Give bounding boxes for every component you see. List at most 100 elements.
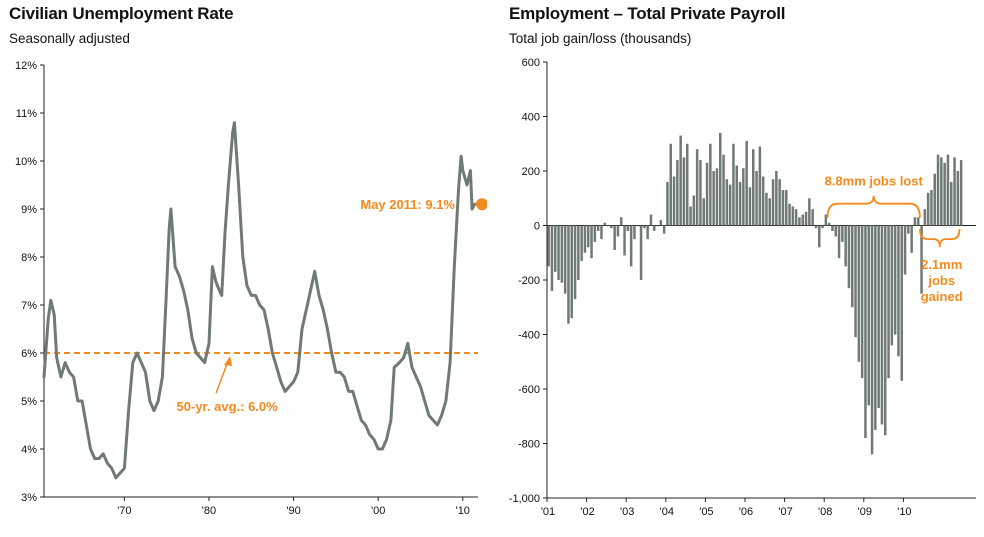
- payroll-bar: [722, 154, 725, 226]
- payroll-bar: [583, 225, 587, 253]
- y-tick-label: 0: [534, 221, 540, 233]
- payroll-bar: [781, 190, 785, 226]
- payroll-bar: [573, 225, 577, 300]
- payroll-bar: [669, 143, 672, 226]
- payroll-bar: [732, 143, 735, 226]
- payroll-bar: [649, 214, 653, 226]
- payroll-bar: [785, 190, 788, 226]
- x-tick-label: '07: [778, 506, 792, 518]
- payroll-bar: [831, 225, 834, 231]
- payroll-bar: [715, 168, 719, 226]
- payroll-bar: [735, 165, 738, 226]
- payroll-bar: [818, 225, 821, 248]
- jobs-gained-bracket: [919, 229, 961, 248]
- payroll-bar: [623, 225, 626, 256]
- payroll-bar: [567, 225, 570, 324]
- y-tick-label: 3%: [21, 492, 37, 504]
- y-tick-label: -800: [518, 439, 540, 451]
- payroll-bar: [834, 225, 837, 237]
- payroll-bar: [923, 209, 927, 226]
- payroll-bar: [699, 160, 702, 226]
- chart-title: Civilian Unemployment Rate: [9, 4, 234, 23]
- payroll-bar: [804, 211, 808, 226]
- payroll-bar: [897, 225, 900, 357]
- payroll-bar: [956, 171, 960, 226]
- chart-subtitle: Total job gain/loss (thousands): [509, 31, 692, 46]
- payroll-bar: [824, 214, 828, 226]
- payroll-bar: [695, 149, 699, 226]
- payroll-bar: [926, 192, 930, 226]
- payroll-bar: [689, 206, 692, 226]
- panel-divider: [487, 0, 497, 537]
- payroll-bar: [600, 225, 603, 240]
- payroll-bar: [880, 225, 884, 425]
- payroll-bar: [755, 171, 758, 226]
- payroll-bar: [626, 225, 630, 231]
- payroll-bar: [946, 154, 950, 226]
- payroll-bar: [620, 217, 623, 226]
- payroll-bar: [844, 225, 847, 267]
- payroll-bar: [788, 203, 791, 226]
- payroll-bar: [798, 217, 801, 226]
- y-tick-label: 7%: [21, 300, 37, 312]
- payroll-bar: [917, 217, 920, 226]
- payroll-bar: [666, 181, 669, 226]
- y-tick-label: 600: [522, 57, 540, 69]
- payroll-bar: [752, 149, 755, 226]
- payroll-bar: [758, 146, 762, 226]
- x-tick-label: '06: [739, 506, 753, 518]
- payroll-bar: [953, 157, 956, 226]
- jobs-gained-label: jobs: [927, 273, 955, 288]
- y-tick-label: 200: [522, 166, 540, 178]
- payroll-bar: [903, 225, 907, 275]
- payroll-bar: [768, 198, 771, 226]
- chart-subtitle: Seasonally adjusted: [9, 31, 130, 46]
- payroll-bar: [705, 162, 709, 226]
- payroll-bar-chart: 600 400 200 0 -200 -400 -600 -800 -1,000'01 '02 '0…: [509, 57, 976, 518]
- payroll-bar: [653, 225, 656, 231]
- x-tick-label: '10: [456, 505, 470, 517]
- payroll-bar: [596, 225, 600, 231]
- payroll-bar: [851, 225, 854, 308]
- payroll-bar: [907, 225, 910, 234]
- payroll-bar: [794, 209, 798, 226]
- payroll-bar: [775, 171, 778, 226]
- payroll-bar: [613, 225, 616, 251]
- y-tick-label: 400: [522, 112, 540, 124]
- latest-value-label: May 2011: 9.1%: [360, 197, 455, 212]
- payroll-bar: [860, 225, 864, 379]
- payroll-bar: [719, 132, 722, 226]
- x-tick-label: '04: [660, 506, 674, 518]
- payroll-bar: [841, 225, 844, 242]
- payroll-bar: [874, 225, 877, 430]
- payroll-bar: [643, 225, 646, 229]
- payroll-bar: [712, 171, 715, 226]
- payroll-bar: [590, 225, 593, 259]
- payroll-bar: [930, 190, 933, 226]
- payroll-bar: [577, 225, 580, 280]
- payroll-bar: [557, 225, 560, 280]
- arrow-head-icon: [224, 356, 233, 366]
- payroll-bar: [616, 225, 620, 237]
- y-tick-label: 5%: [21, 396, 37, 408]
- jobs-lost-bracket: [826, 195, 921, 218]
- payroll-bar: [887, 225, 890, 379]
- payroll-bar: [682, 157, 686, 226]
- y-tick-label: 8%: [21, 252, 37, 264]
- payroll-bar: [580, 225, 583, 261]
- payroll-bar: [933, 173, 936, 226]
- y-tick-label: -600: [518, 384, 540, 396]
- payroll-bar: [662, 225, 666, 234]
- x-tick-label: '03: [620, 506, 634, 518]
- payroll-bar: [547, 225, 550, 267]
- payroll-bar: [791, 206, 795, 226]
- payroll-bar: [936, 154, 940, 226]
- payroll-bar: [854, 225, 857, 338]
- unemployment-chart-panel: Civilian Unemployment Rate Seasonally ad…: [0, 0, 488, 537]
- payroll-bar: [847, 225, 851, 289]
- payroll-bar: [629, 225, 633, 267]
- x-tick-label: '08: [818, 506, 832, 518]
- payroll-bar: [761, 176, 765, 226]
- payroll-bar: [748, 187, 752, 226]
- y-tick-label: -1,000: [509, 493, 540, 505]
